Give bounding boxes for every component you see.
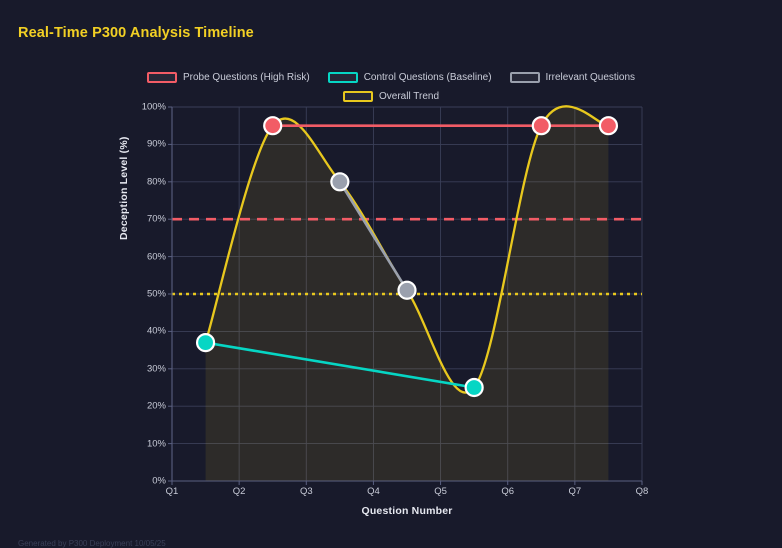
x-tick-label: Q7: [568, 486, 582, 497]
data-point-probe-questions-high-risk[interactable]: [531, 116, 551, 136]
footer-note: Generated by P300 Deployment 10/05/25: [18, 539, 166, 548]
series-line-control-questions-baseline: [204, 341, 476, 389]
x-tick-label: Q3: [299, 486, 313, 497]
chart-legend: Probe Questions (High Risk) Control Quest…: [0, 68, 782, 106]
x-tick-label: Q4: [367, 486, 380, 497]
y-tick-label: 10%: [146, 438, 166, 450]
y-tick-label: 40%: [146, 325, 166, 337]
legend-item-trend[interactable]: Overall Trend: [342, 87, 440, 106]
y-tick-label: 0%: [152, 475, 166, 487]
legend-item-probe[interactable]: Probe Questions (High Risk): [146, 68, 310, 87]
legend-label-irrelevant: Irrelevant Questions: [545, 72, 636, 83]
y-tick-label: 60%: [146, 251, 166, 263]
x-tick-label: Q5: [434, 486, 447, 497]
y-tick-label: 90%: [146, 138, 166, 150]
y-tick-label: 30%: [146, 363, 166, 375]
data-point-irrelevant-questions[interactable]: [397, 280, 417, 300]
legend-swatch-irrelevant: [509, 72, 540, 83]
y-tick-label: 100%: [141, 101, 166, 113]
data-point-control-questions-baseline[interactable]: [195, 333, 216, 353]
legend-swatch-probe: [146, 72, 177, 83]
x-tick-label: Q2: [232, 486, 246, 497]
legend-item-irrelevant[interactable]: Irrelevant Questions: [509, 68, 636, 87]
y-tick-label: 80%: [146, 176, 166, 188]
x-axis-title: Question Number: [361, 505, 453, 517]
y-tick-label: 20%: [146, 400, 166, 412]
y-tick-label: 70%: [146, 213, 166, 225]
data-point-irrelevant-questions[interactable]: [330, 172, 350, 192]
series-line-irrelevant-questions: [338, 180, 409, 292]
y-tick-labels: 0% 10% 20% 30% 40% 50% 60% 70% 80% 90% 100%: [120, 0, 166, 546]
x-tick-label: Q6: [501, 486, 515, 497]
y-axis-title: Deception Level (%): [118, 136, 130, 240]
data-point-probe-questions-high-risk[interactable]: [263, 116, 283, 136]
legend-label-control: Control Questions (Baseline): [363, 72, 492, 83]
legend-item-control[interactable]: Control Questions (Baseline): [327, 68, 492, 87]
data-point-control-questions-baseline[interactable]: [464, 377, 484, 398]
legend-label-trend: Overall Trend: [378, 91, 440, 102]
y-tick-label: 50%: [146, 288, 166, 300]
legend-swatch-trend: [342, 91, 373, 102]
x-tick-label: Q1: [165, 486, 179, 497]
x-tick-label: Q8: [635, 486, 649, 497]
legend-swatch-control: [327, 72, 358, 83]
page-title: Real-Time P300 Analysis Timeline: [18, 25, 254, 41]
data-point-probe-questions-high-risk[interactable]: [598, 116, 619, 136]
legend-label-probe: Probe Questions (High Risk): [182, 72, 310, 83]
